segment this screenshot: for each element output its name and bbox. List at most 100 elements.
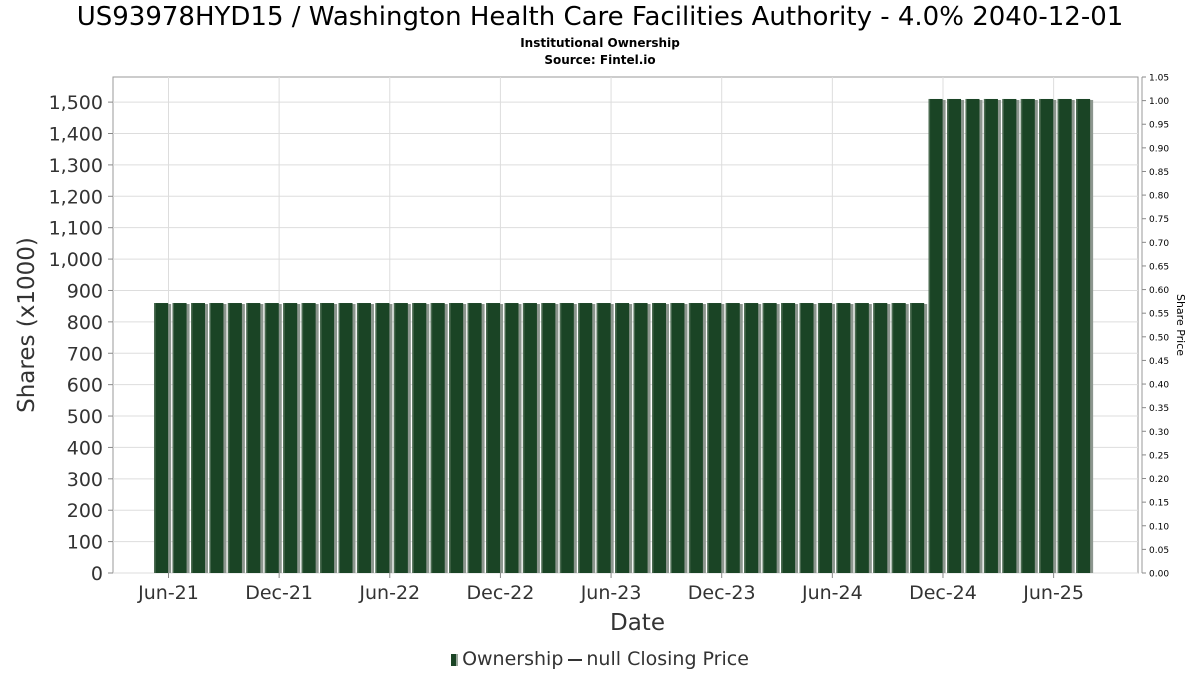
y2-tick-label: 0.20 (1149, 475, 1169, 485)
y2-tick-label: 0.10 (1149, 522, 1169, 532)
ownership-bar (817, 303, 832, 573)
y-tick-label: 700 (67, 343, 103, 365)
bar-highlight (781, 303, 783, 573)
x-tick-label: Jun-21 (137, 582, 199, 604)
bar-highlight (1002, 98, 1004, 574)
bar-highlight (983, 98, 986, 574)
ownership-bar (688, 303, 703, 573)
y2-tick-label: 0.75 (1149, 215, 1169, 225)
y2-tick-label: 0.70 (1149, 239, 1169, 249)
ownership-bar (338, 303, 353, 573)
legend: Ownership null Closing Price (0, 648, 1200, 670)
x-tick-label: Dec-23 (688, 582, 756, 604)
bar-highlight (965, 98, 967, 574)
ownership-bar (615, 303, 630, 573)
bar-highlight (652, 303, 654, 573)
bar-highlight (172, 303, 175, 573)
ownership-bar (781, 303, 796, 573)
y2-tick-label: 0.85 (1149, 168, 1169, 178)
chart-title: US93978HYD15 / Washington Health Care Fa… (76, 2, 1124, 32)
y-tick-label: 1,000 (49, 249, 103, 271)
ownership-bar (983, 98, 998, 574)
legend-ownership-label: Ownership (462, 648, 564, 670)
ownership-bar (430, 303, 445, 573)
ownership-bar (412, 303, 427, 573)
ownership-bar (873, 303, 888, 573)
y2-tick-label: 1.05 (1149, 74, 1169, 84)
bar-highlight (688, 303, 691, 573)
ownership-bar (928, 98, 943, 574)
ownership-bar (910, 303, 925, 573)
y2-tick-label: 0.45 (1149, 357, 1169, 367)
bar-highlight (430, 303, 433, 573)
bar-highlight (615, 303, 617, 573)
y-tick-label: 1,100 (49, 218, 103, 240)
y2-tick-label: 0.95 (1149, 121, 1169, 131)
x-tick-label: Jun-24 (801, 582, 863, 604)
ownership-bar (707, 303, 722, 573)
bar-highlight (817, 303, 820, 573)
bar-highlight (854, 303, 857, 573)
ownership-bar (652, 303, 667, 573)
y2-tick-label: 0.65 (1149, 262, 1169, 272)
bar-highlight (412, 303, 414, 573)
bar-highlight (873, 303, 875, 573)
chart-source: Source: Fintel.io (544, 53, 656, 67)
bar-highlight (578, 303, 580, 573)
bar-highlight (504, 303, 506, 573)
bar-highlight (301, 303, 304, 573)
y-tick-label: 1,400 (49, 124, 103, 146)
legend-price-line (568, 658, 583, 661)
y-tick-label: 800 (67, 312, 103, 334)
x-tick-label: Dec-21 (245, 582, 313, 604)
bar-highlight (227, 303, 230, 573)
y-tick-label: 400 (67, 437, 103, 459)
ownership-bar (725, 303, 740, 573)
x-tick-label: Jun-22 (358, 582, 420, 604)
ownership-bar (1057, 98, 1072, 574)
y2-tick-label: 0.90 (1149, 144, 1169, 154)
ownership-bar (541, 303, 556, 573)
y-tick-label: 1,200 (49, 186, 103, 208)
bar-highlight (393, 303, 396, 573)
ownership-bar (1020, 98, 1035, 574)
ownership-bar (449, 303, 464, 573)
y2-tick-label: 0.55 (1149, 310, 1169, 320)
ownership-bar (578, 303, 593, 573)
x-tick-label: Jun-23 (580, 582, 642, 604)
bar-highlight (467, 303, 470, 573)
ownership-bar (891, 303, 906, 573)
bar-highlight (762, 303, 765, 573)
ownership-bar (467, 303, 482, 573)
ownership-bar (1002, 98, 1017, 574)
bar-highlight (891, 303, 894, 573)
bar-highlight (928, 98, 931, 574)
bar-highlight (154, 303, 156, 573)
bar-highlight (1020, 98, 1023, 574)
ownership-bar (799, 303, 814, 573)
bar-highlight (449, 303, 451, 573)
ownership-bar (393, 303, 408, 573)
ownership-bar (209, 303, 224, 573)
ownership-bar (154, 303, 169, 573)
y2-tick-label: 0.40 (1149, 381, 1169, 391)
bar-highlight (707, 303, 709, 573)
x-tick-label: Dec-24 (909, 582, 977, 604)
ownership-bar (283, 303, 298, 573)
bar-highlight (947, 98, 949, 574)
ownership-bar (227, 303, 242, 573)
y2-tick-label: 0.35 (1149, 404, 1169, 414)
y-tick-label: 900 (67, 280, 103, 302)
ownership-bar (947, 98, 962, 574)
bar-highlight (633, 303, 636, 573)
y-tick-label: 1,500 (49, 92, 103, 114)
ownership-bar (375, 303, 390, 573)
chart-subtitle: Institutional Ownership (520, 36, 680, 50)
y-axis-label: Shares (x1000) (14, 237, 40, 413)
bar-highlight (836, 303, 838, 573)
y-tick-label: 0 (91, 563, 103, 585)
y-tick-label: 500 (67, 406, 103, 428)
x-axis-label: Date (610, 610, 665, 636)
bar-highlight (596, 303, 599, 573)
bar-highlight (559, 303, 562, 573)
